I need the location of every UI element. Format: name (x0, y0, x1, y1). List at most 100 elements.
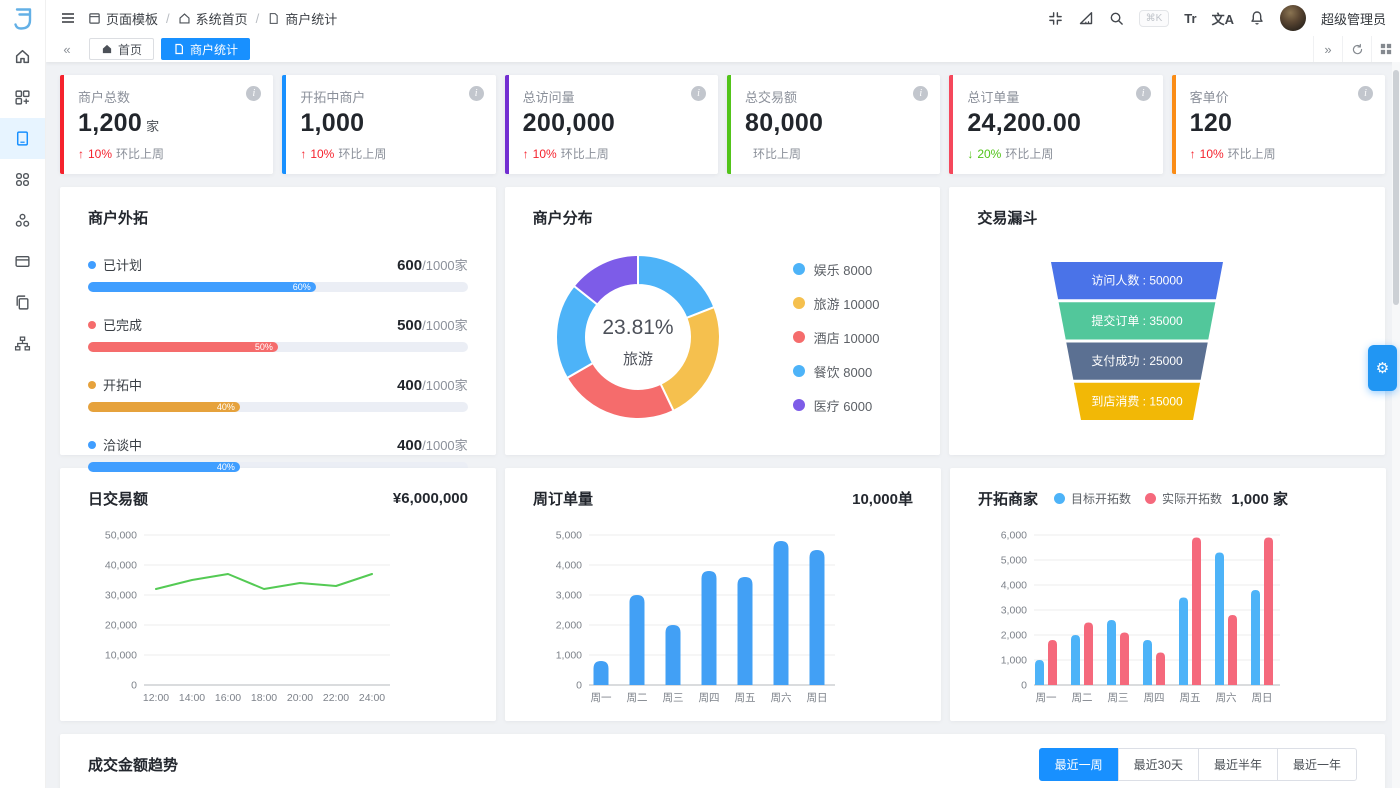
svg-text:1,000: 1,000 (556, 650, 582, 662)
font-size-button[interactable]: Tr (1184, 10, 1197, 26)
breadcrumb-item-current[interactable]: 商户统计 (267, 9, 337, 28)
menu-collapse-button[interactable] (60, 10, 76, 26)
svg-text:周日: 周日 (1252, 692, 1273, 704)
svg-text:6,000: 6,000 (1001, 530, 1027, 542)
series-dot (88, 320, 96, 329)
svg-text:14:00: 14:00 (179, 692, 205, 704)
svg-text:5,000: 5,000 (1001, 555, 1027, 567)
stat-card-total-orders: 总订单量 i 24,200.00 ↓ 20% 环比上周 (949, 75, 1163, 174)
stat-value: 200,000 (522, 109, 616, 137)
scrollbar-thumb[interactable] (1393, 70, 1399, 305)
date-range-button-group: 最近一周 最近30天 最近半年 最近一年 (1038, 748, 1357, 781)
translate-button[interactable]: 文A (1211, 11, 1234, 27)
page-icon (16, 131, 29, 146)
legend-item-target: 目标开拓数 (1054, 490, 1131, 507)
svg-text:周三: 周三 (663, 692, 684, 704)
merchant-distribution-donut-chart: 23.81% 旅游 (554, 253, 721, 420)
progress-row: 洽谈中 400/1000家 40% (88, 435, 468, 472)
tabs-scroll-right-button[interactable]: » (1313, 36, 1342, 62)
sidebar-item-pages[interactable] (0, 282, 45, 323)
svg-text:周二: 周二 (1072, 692, 1093, 704)
legend-dot (792, 297, 805, 309)
range-button-last-week[interactable]: 最近一周 (1038, 748, 1119, 781)
panel-title: 交易漏斗 (977, 210, 1038, 227)
sidebar-item-orgchart[interactable] (0, 323, 45, 364)
app-logo[interactable] (0, 0, 45, 36)
legend-dot (792, 399, 805, 411)
stat-title: 总交易额 (744, 90, 797, 105)
series-dot (88, 380, 96, 389)
sidebar-nav (0, 36, 45, 364)
tab-home[interactable]: 首页 (89, 38, 155, 60)
username-label[interactable]: 超级管理员 (1320, 11, 1386, 27)
ruler-tool-button[interactable] (1078, 10, 1094, 26)
info-icon[interactable]: i (246, 86, 262, 101)
stat-value: 120 (1189, 109, 1233, 137)
legend-dot (792, 263, 805, 275)
tab-merchant-stats[interactable]: 商户统计 (161, 38, 251, 60)
legend-item-actual: 实际开拓数 (1145, 490, 1222, 507)
search-button[interactable] (1109, 11, 1124, 26)
tabs-scroll-left-button[interactable]: « (63, 41, 71, 57)
expansion-legend: 目标开拓数 实际开拓数 (1054, 490, 1222, 507)
info-icon[interactable]: i (1357, 86, 1373, 101)
info-icon[interactable]: i (690, 86, 706, 101)
fullscreen-button[interactable] (1048, 11, 1063, 26)
daily-trade-total: ¥6,000,000 (392, 490, 468, 507)
sitemap-icon (14, 336, 31, 351)
legend-item: 餐饮 8000 (792, 362, 880, 381)
progress-percent-label: 60% (292, 282, 311, 292)
panel-daily-trade: 日交易额 ¥6,000,000 0 10,000 20,000 30,000 40,00… (60, 468, 496, 721)
scrollbar-track[interactable] (1392, 62, 1400, 788)
home-tab-icon (102, 44, 112, 54)
svg-text:周五: 周五 (1180, 692, 1201, 704)
panel-merchant-expansion: 开拓商家 目标开拓数 实际开拓数 1,000 家 0 1,000 2,000 3,00… (950, 468, 1386, 721)
layout-grid-button[interactable] (1371, 36, 1400, 62)
sidebar-item-page-template[interactable] (0, 118, 45, 159)
series-dot (88, 260, 96, 269)
stat-trend: 环比上周 (752, 147, 801, 161)
svg-text:24:00: 24:00 (359, 692, 385, 704)
info-icon[interactable]: i (1135, 86, 1151, 101)
settings-fab[interactable]: ⚙ (1368, 345, 1397, 391)
sidebar-item-components[interactable] (0, 77, 45, 118)
range-button-last-half-year[interactable]: 最近半年 (1197, 748, 1278, 781)
breadcrumb-item-template[interactable]: 页面模板 (88, 9, 158, 28)
refresh-button[interactable] (1342, 36, 1371, 62)
stat-card-merchant-total: 商户总数 i 1,200 家 ↑ 10% 环比上周 (60, 75, 274, 174)
svg-text:12:00: 12:00 (143, 692, 169, 704)
stat-value: 1,000 (300, 109, 365, 137)
svg-text:0: 0 (131, 680, 137, 692)
file-tab-icon (175, 43, 183, 55)
info-icon[interactable]: i (468, 86, 484, 101)
sidebar-item-apps[interactable] (0, 159, 45, 200)
info-icon[interactable]: i (913, 86, 929, 101)
copy-icon (16, 295, 29, 310)
svg-text:4,000: 4,000 (556, 560, 582, 572)
svg-text:周一: 周一 (1036, 692, 1058, 704)
stat-title: 开拓中商户 (300, 90, 366, 105)
range-button-last-30-days[interactable]: 最近30天 (1117, 748, 1199, 781)
compress-icon (1048, 11, 1062, 25)
progress-bar: 40% (88, 402, 468, 412)
sidebar-item-home[interactable] (0, 36, 45, 77)
breadcrumb-item-home[interactable]: 系统首页 (178, 9, 248, 28)
svg-text:周四: 周四 (699, 692, 720, 704)
topbar-actions: ⌘K Tr 文A 超级管理员 (1048, 5, 1386, 31)
range-button-last-year[interactable]: 最近一年 (1276, 748, 1357, 781)
jeecg-logo-icon (13, 7, 31, 30)
sidebar-item-card[interactable] (0, 241, 45, 282)
user-avatar[interactable] (1279, 5, 1306, 31)
sidebar-item-cluster[interactable] (0, 200, 45, 241)
progress-bar: 40% (88, 462, 468, 472)
cluster-icon (15, 213, 30, 227)
file-icon (270, 12, 278, 24)
svg-text:10,000: 10,000 (105, 650, 137, 662)
bell-icon (1251, 11, 1263, 25)
home-icon (15, 49, 30, 64)
svg-text:18:00: 18:00 (251, 692, 277, 704)
svg-text:周三: 周三 (1108, 692, 1129, 704)
stat-title: 总访问量 (522, 90, 575, 105)
panel-merchant-outreach: 商户外拓 已计划 600/1000家 60% 已完成 500/1000家 50% 开… (60, 187, 496, 472)
notifications-button[interactable] (1249, 10, 1265, 26)
